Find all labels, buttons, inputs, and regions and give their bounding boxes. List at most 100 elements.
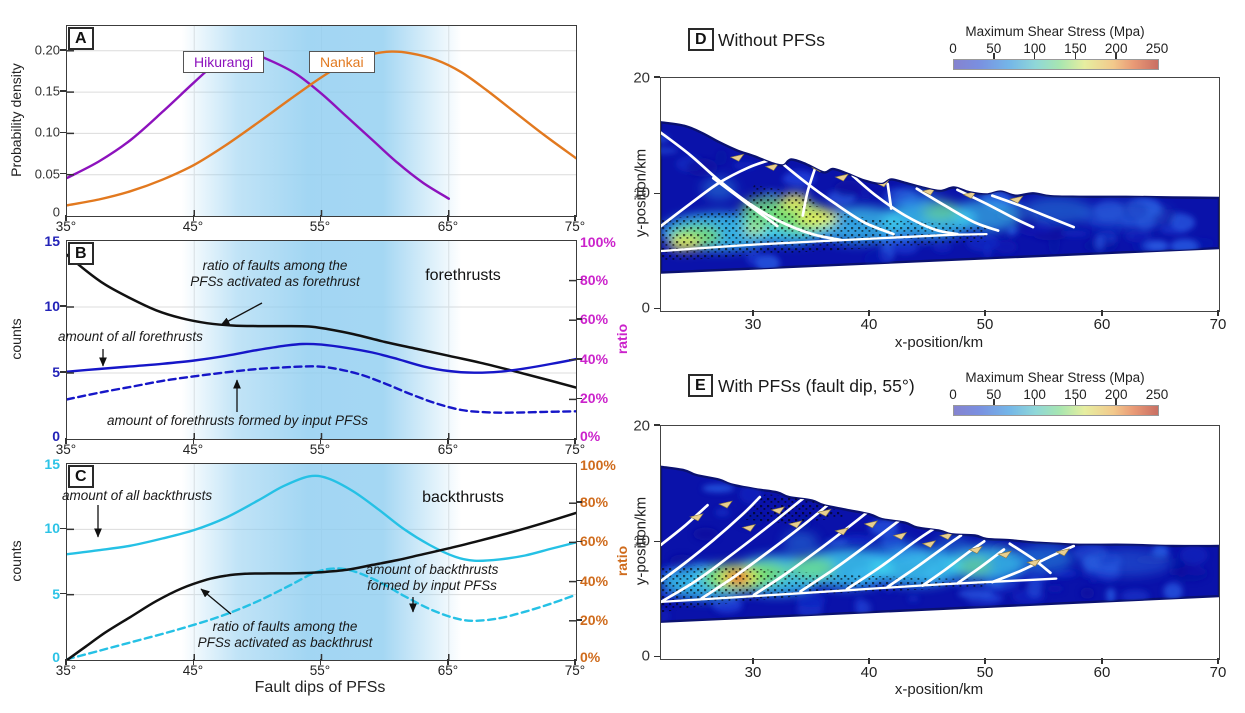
panelE-ytick-10: 10 [633, 532, 650, 550]
panelC-ylabel: counts [8, 540, 24, 582]
panelB-rtick-100: 100% [580, 234, 616, 250]
panelD-xlabel: x-position/km [894, 334, 984, 351]
panelD-label: D [688, 28, 714, 51]
axis-tickmark [654, 307, 660, 310]
panelD-cbtick-150: 150 [1064, 41, 1087, 56]
panelC-xtick-35: 35° [55, 663, 77, 678]
axis-tickmark [1033, 53, 1036, 59]
axis-tickmark [868, 310, 870, 316]
panelE-xtick-70: 70 [1209, 664, 1227, 681]
panelE-ytick-0: 0 [641, 647, 650, 665]
panelC-xtick-65: 65° [437, 663, 459, 678]
panelD-xtick-60: 60 [1093, 316, 1111, 333]
panelB-ylabel-right: ratio [614, 323, 630, 355]
panelC-xtick-75: 75° [564, 663, 586, 678]
panelD-ytick-10: 10 [633, 184, 650, 202]
panelB-annotation-ratio: ratio of faults among the PFSs activated… [190, 258, 360, 289]
axis-tickmark [576, 397, 582, 400]
panelE-heatmap [661, 465, 1219, 623]
panelE-colorbar-title: Maximum Shear Stress (Mpa) [965, 370, 1145, 385]
panelB-rtick-60: 60% [580, 311, 609, 327]
panelB-ytick-10: 10 [44, 298, 60, 314]
panelD-cbtick-200: 200 [1104, 41, 1128, 56]
panelE-cbtick-150: 150 [1064, 387, 1087, 402]
panelD-cbtick-250: 250 [1145, 41, 1169, 56]
axis-tickmark [65, 215, 67, 221]
panelC-ytick-10: 10 [44, 520, 60, 536]
panelD-cbtick-100: 100 [1023, 41, 1046, 56]
axis-tickmark [752, 310, 754, 316]
panelC-ytick-15: 15 [44, 456, 60, 472]
axis-tickmark [447, 215, 449, 221]
panelD-cbtick-0: 0 [949, 41, 957, 56]
axis-tickmark [60, 172, 66, 175]
panelB-xtick-55: 55° [309, 442, 331, 457]
axis-tickmark [192, 659, 194, 665]
axis-tickmark [1217, 310, 1219, 316]
axis-tickmark [654, 192, 660, 195]
panelC-plot [66, 463, 577, 661]
panelD-title: Without PFSs [718, 30, 825, 50]
panelE-xlabel: x-position/km [894, 681, 984, 698]
panelE-colorbar [953, 405, 1159, 416]
axis-tickmark [574, 215, 576, 221]
axis-tickmark [65, 438, 67, 444]
panelB-rtick-20: 20% [580, 390, 609, 406]
axis-tickmark [576, 501, 582, 503]
axis-tickmark [984, 310, 986, 316]
panelE-ytick-20: 20 [633, 417, 650, 435]
panelA-ytick-005: 0.05 [34, 166, 60, 182]
panelB-rtick-80: 80% [580, 272, 609, 288]
panelA-xtick-55: 55° [309, 219, 331, 234]
panelE-cbtick-200: 200 [1104, 387, 1128, 402]
panelC-rtick-20: 20% [580, 612, 609, 628]
axis-tickmark [319, 215, 322, 221]
axis-tickmark [60, 527, 66, 530]
axis-tickmark [654, 76, 660, 78]
axis-tickmark [60, 49, 66, 51]
panelB-xtick-45: 45° [182, 442, 204, 457]
panelE-label: E [688, 374, 713, 397]
panelB-xtick-75: 75° [564, 442, 586, 457]
panelC-rtick-60: 60% [580, 533, 609, 549]
panelA-ytick-020: 0.20 [34, 42, 60, 58]
axis-tickmark [65, 659, 67, 665]
panelB-rtick-0: 0% [580, 428, 601, 444]
panelD-xtick-40: 40 [860, 316, 878, 333]
panelC-annotation-input: amount of backthrusts formed by input PF… [365, 562, 499, 593]
panelB-inside-title: forethrusts [425, 267, 501, 284]
panelC-chart [67, 464, 576, 660]
axis-tickmark [1074, 399, 1077, 405]
panelA-ylabel: Probability density [8, 63, 24, 177]
axis-tickmark [868, 658, 870, 664]
axis-tickmark [192, 215, 194, 221]
panelC-annotation-all: amount of all backthrusts [62, 488, 213, 503]
panelA-label: A [68, 27, 94, 50]
axis-tickmark [574, 659, 576, 665]
panelC-xtick-45: 45° [182, 663, 204, 678]
axis-tickmark [1101, 310, 1103, 316]
axis-tickmark [654, 655, 660, 658]
panelC-rtick-80: 80% [580, 494, 609, 510]
panelC-ylabel-right: ratio [614, 545, 630, 577]
panelE-plot [660, 425, 1220, 660]
panelA-xtick-35: 35° [55, 219, 77, 234]
panelA-ytick-015: 0.15 [34, 83, 60, 99]
axis-tickmark [1033, 399, 1036, 405]
axis-tickmark [576, 358, 582, 360]
panelD-xtick-30: 30 [744, 316, 762, 333]
panelE-cbtick-250: 250 [1145, 387, 1169, 402]
panelB-ytick-5: 5 [52, 364, 60, 380]
axis-tickmark [654, 424, 660, 426]
panelB-xtick-35: 35° [55, 442, 77, 457]
panelB-chart [67, 241, 576, 439]
panelE-xtick-60: 60 [1093, 664, 1111, 681]
panelE-cbtick-0: 0 [949, 387, 957, 402]
panelD-ytick-20: 20 [633, 69, 650, 87]
axis-tickmark [192, 438, 194, 444]
axis-tickmark [319, 659, 322, 665]
panelD-colorbar-title: Maximum Shear Stress (Mpa) [965, 24, 1145, 39]
panelA-xtick-65: 65° [437, 219, 459, 234]
axis-tickmark [1217, 658, 1219, 664]
